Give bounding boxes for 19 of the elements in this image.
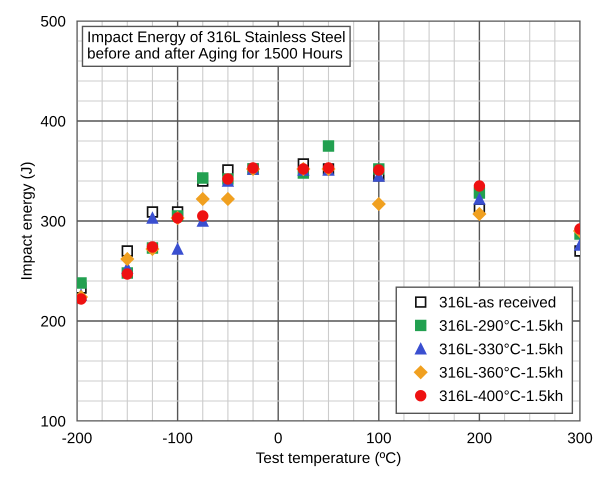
y-axis-title: Impact energy (J) <box>20 162 35 280</box>
y-tick-label: 100 <box>42 416 66 427</box>
y-tick-label: 500 <box>41 16 66 27</box>
text: Impact Energy of 316L Stainless Steel before and after Aging for 1500 Hours <box>88 31 344 62</box>
x-axis-title: Test temperature (ºC) <box>256 452 400 466</box>
x-tick-label: 200 <box>467 432 492 444</box>
x-tick-label: 300 <box>568 432 592 444</box>
legend-label: 316L-330°C-1.5kh <box>440 343 562 354</box>
legend-label: 316L-290°C-1.5kh <box>440 320 562 331</box>
y-tick-label: 200 <box>41 316 66 327</box>
x-tick-label: -100 <box>162 432 192 444</box>
y-tick-label: 400 <box>40 116 66 127</box>
legend-label: 316L-as received <box>440 296 556 308</box>
y-tick-label: 300 <box>40 216 66 227</box>
x-tick-label: 100 <box>367 432 391 444</box>
legend-label: 316L-400°C-1.5kh <box>440 390 562 402</box>
x-tick-label: 0 <box>274 432 282 444</box>
legend-label: 316L-360°C-1.5kh <box>440 366 562 378</box>
x-tick-label: -200 <box>62 432 92 444</box>
